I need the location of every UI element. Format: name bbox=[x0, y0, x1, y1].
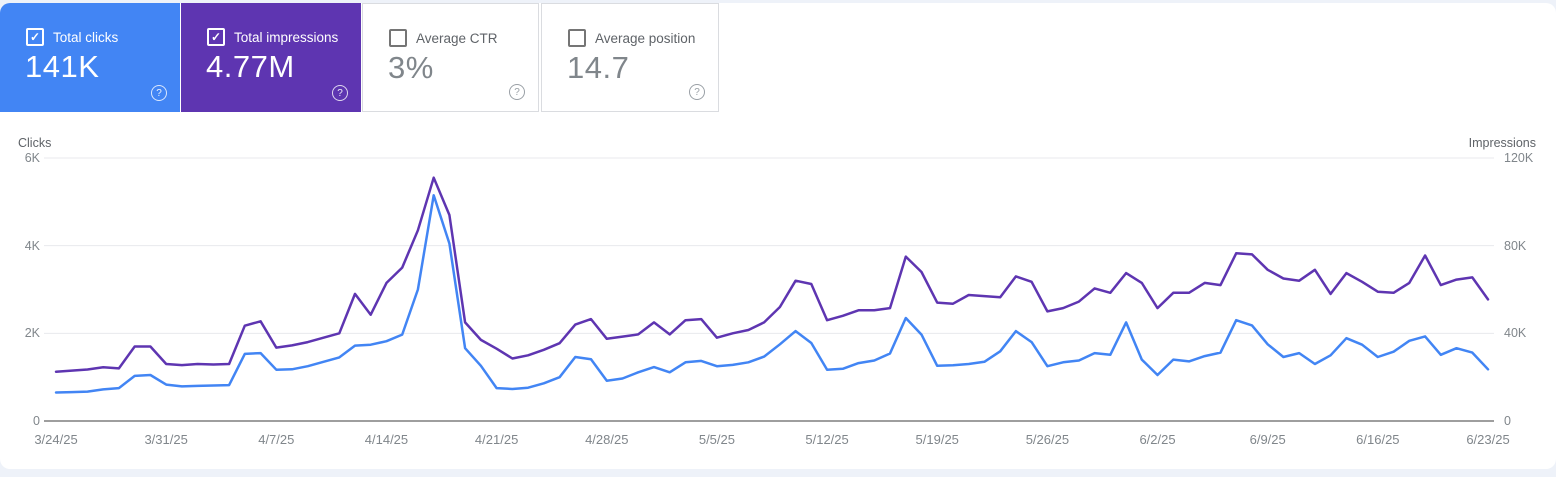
check-icon: ✓ bbox=[210, 30, 222, 44]
y-axis-tick-right: 80K bbox=[1504, 238, 1527, 253]
metric-value: 4.77M bbox=[206, 49, 295, 84]
y-axis-tick-left: 0 bbox=[33, 414, 40, 428]
metric-value: 3% bbox=[388, 50, 434, 85]
y-axis-tick-left: 2K bbox=[24, 326, 40, 341]
metric-value: 141K bbox=[25, 49, 100, 84]
metric-value: 14.7 bbox=[567, 50, 630, 85]
help-icon[interactable]: ? bbox=[509, 84, 525, 100]
metric-label: Total clicks bbox=[53, 30, 119, 45]
x-axis-tick: 4/21/25 bbox=[474, 432, 519, 447]
x-axis-tick: 4/28/25 bbox=[585, 432, 629, 447]
performance-chart: Clicks Impressions 0 0 2K 40K 4K 80K 6K 120K 3/2… bbox=[0, 3, 1556, 469]
checkbox-unchecked-average-position[interactable] bbox=[568, 29, 586, 47]
metric-card-average-ctr[interactable]: Average CTR 3%? bbox=[362, 3, 539, 112]
metric-label: Total impressions bbox=[234, 30, 339, 45]
help-icon[interactable]: ? bbox=[151, 85, 167, 101]
x-axis-tick: 6/2/25 bbox=[1139, 432, 1176, 447]
chart-plot[interactable] bbox=[0, 3, 1556, 469]
help-icon[interactable]: ? bbox=[689, 84, 705, 100]
metric-card-total-impressions[interactable]: ✓ Total impressions 4.77M? bbox=[181, 3, 361, 112]
x-axis-tick: 5/26/25 bbox=[1025, 432, 1070, 447]
x-axis-tick: 6/23/25 bbox=[1466, 432, 1510, 447]
metric-card-average-position[interactable]: Average position 14.7? bbox=[541, 3, 719, 112]
performance-panel: ✓ Total clicks 141K? ✓ Total impressions 4.77… bbox=[0, 3, 1556, 469]
check-icon: ✓ bbox=[29, 30, 41, 44]
checkbox-unchecked-average-ctr[interactable] bbox=[389, 29, 407, 47]
y-axis-tick-left: 4K bbox=[24, 238, 40, 253]
clicks-line bbox=[54, 194, 1490, 394]
y-axis-tick-right: 40K bbox=[1504, 326, 1527, 341]
x-axis-tick: 5/12/25 bbox=[805, 432, 849, 447]
impressions-line bbox=[54, 176, 1490, 373]
checkbox-checked-total-impressions[interactable]: ✓ bbox=[207, 28, 225, 46]
x-axis-tick: 5/5/25 bbox=[698, 432, 735, 447]
x-axis-tick: 3/31/25 bbox=[144, 432, 188, 447]
metric-card-total-clicks[interactable]: ✓ Total clicks 141K? bbox=[0, 3, 180, 112]
y-axis-tick-right: 0 bbox=[1504, 414, 1511, 428]
metric-label: Average position bbox=[595, 31, 696, 46]
right-axis-title: Impressions bbox=[1468, 136, 1536, 150]
y-axis-tick-right: 120K bbox=[1504, 151, 1534, 165]
checkbox-checked-total-clicks[interactable]: ✓ bbox=[26, 28, 44, 46]
x-axis-tick: 6/16/25 bbox=[1356, 432, 1400, 447]
x-axis-tick: 5/19/25 bbox=[915, 432, 959, 447]
y-axis-tick-left: 6K bbox=[24, 151, 40, 165]
x-axis-tick: 3/24/25 bbox=[34, 432, 78, 447]
left-axis-title: Clicks bbox=[18, 136, 52, 150]
x-axis-tick: 4/7/25 bbox=[258, 432, 295, 447]
x-axis-tick: 4/14/25 bbox=[364, 432, 409, 447]
metric-cards: ✓ Total clicks 141K? ✓ Total impressions 4.77… bbox=[0, 3, 1556, 113]
metric-label: Average CTR bbox=[416, 31, 498, 46]
help-icon[interactable]: ? bbox=[332, 85, 348, 101]
x-axis-tick: 6/9/25 bbox=[1249, 432, 1286, 447]
